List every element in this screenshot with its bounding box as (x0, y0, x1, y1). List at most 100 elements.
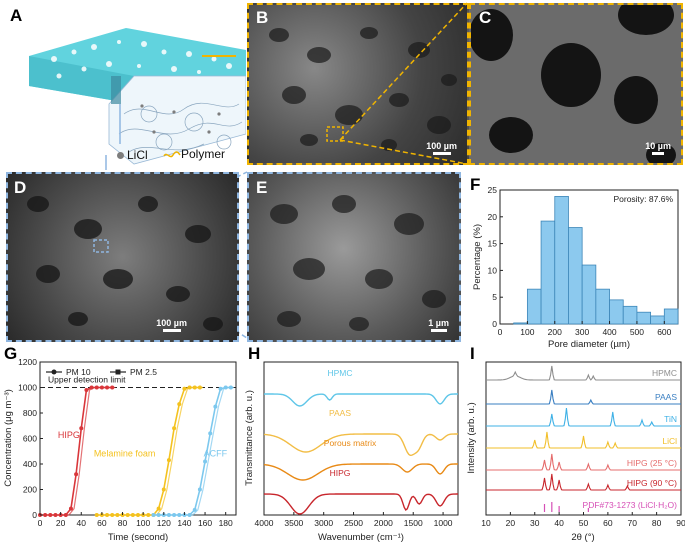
data-point (125, 513, 130, 517)
histogram-bar (650, 315, 665, 325)
scale-bar-c: 10 µm (645, 141, 671, 155)
scale-bar-e: 1 µm (428, 318, 449, 332)
data-point (130, 513, 135, 517)
data-point (177, 402, 182, 407)
x-tick-label: 0 (498, 327, 503, 337)
data-point (192, 385, 197, 390)
y-axis-label: Concentration (μg m⁻³) (3, 389, 14, 487)
histogram-bar (609, 299, 624, 325)
spectrum-label: Porous matrix (324, 438, 377, 448)
data-point (105, 385, 110, 390)
porosity-annotation: Porosity: 87.6% (613, 194, 673, 204)
x-tick-label: 40 (77, 518, 87, 528)
x-axis-label: Time (second) (108, 532, 168, 543)
data-point (187, 513, 192, 517)
xrd-pattern-line (486, 407, 681, 427)
data-point (74, 472, 79, 477)
x-tick-label: 60 (603, 518, 613, 528)
x-tick-label: 40 (554, 518, 564, 528)
legend-marker-square (115, 369, 121, 375)
y-tick-label: 20 (488, 212, 498, 222)
pattern-label: LiCl (662, 436, 677, 446)
x-tick-label: 500 (630, 327, 644, 337)
pattern-label: HPMC (652, 368, 677, 378)
histogram-bar (540, 220, 556, 325)
y-tick-label: 0 (492, 319, 497, 329)
pattern-label: TiN (664, 414, 677, 424)
y-tick-label: 800 (23, 408, 37, 418)
y-tick-label: 10 (488, 265, 498, 275)
spectrum-line (263, 433, 459, 457)
x-tick-label: 20 (56, 518, 66, 528)
data-point (166, 458, 171, 463)
spectrum-line (263, 393, 459, 407)
data-point (94, 513, 99, 517)
data-point (89, 385, 94, 390)
legend-polymer: Polymer (163, 147, 225, 161)
data-point (208, 431, 213, 436)
histogram-bar (526, 288, 542, 325)
pattern-label: HIPG (90 °C) (627, 478, 677, 488)
y-tick-label: 200 (23, 485, 37, 495)
histogram-bar (636, 311, 652, 325)
x-axis-label: Pore diameter (µm) (548, 339, 630, 350)
hydrogel-schematic (29, 28, 246, 165)
sem-image-c: C 10 µm (469, 3, 683, 165)
histogram-bar (663, 308, 679, 325)
data-point (99, 385, 104, 390)
data-point (63, 513, 68, 517)
y-axis-label: Transmittance (arb. u.) (244, 390, 255, 486)
legend-label: PM 2.5 (130, 367, 157, 377)
data-point (166, 513, 171, 517)
x-tick-label: 20 (506, 518, 516, 528)
data-point (146, 513, 151, 517)
sem-image-b: B 100 µm (247, 3, 469, 165)
panel-c-label: C (479, 8, 492, 27)
x-tick-label: 90 (676, 518, 685, 528)
histogram-bar (581, 264, 597, 325)
x-tick-label: 80 (118, 518, 128, 528)
upper-limit-label: Upper detection limit (48, 375, 126, 385)
x-tick-label: 400 (602, 327, 616, 337)
data-point (94, 385, 99, 390)
y-tick-label: 600 (23, 434, 37, 444)
data-point (228, 385, 233, 390)
panel-e-label: E (256, 178, 268, 197)
panel-g-label: G (4, 344, 18, 363)
data-point (187, 385, 192, 390)
data-point (84, 388, 89, 393)
xrd-pattern-line (485, 365, 681, 381)
xrd-pattern-line (486, 453, 681, 471)
spectrum-label: HPMC (327, 368, 352, 378)
x-axis-label: Wavenumber (cm⁻¹) (318, 532, 404, 543)
data-point (68, 506, 73, 511)
x-tick-label: 1000 (434, 518, 453, 528)
scale-bar-b: 100 µm (426, 141, 457, 155)
x-tick-label: 3000 (314, 518, 333, 528)
series-label: ACFF (204, 448, 228, 458)
y-tick-label: 0 (32, 510, 37, 520)
legend-marker-circle (51, 369, 57, 375)
data-point (110, 385, 115, 390)
x-tick-label: 600 (657, 327, 671, 337)
y-axis-label: Intensity (arb. u.) (466, 402, 477, 473)
histogram-bar (554, 196, 569, 325)
pattern-label: HIPG (25 °C) (627, 458, 677, 468)
data-point (136, 513, 140, 517)
data-point (48, 513, 53, 517)
data-point (161, 487, 166, 492)
x-tick-label: 140 (177, 518, 191, 528)
data-point (203, 459, 208, 464)
data-point (213, 404, 218, 409)
panel-h-label: H (248, 344, 261, 363)
histogram-bar (622, 305, 638, 325)
x-tick-label: 3500 (284, 518, 303, 528)
x-tick-label: 0 (38, 518, 43, 528)
x-tick-label: 30 (530, 518, 540, 528)
xrd-pattern-line (486, 473, 681, 491)
x-tick-label: 200 (548, 327, 562, 337)
x-tick-label: 60 (97, 518, 107, 528)
x-tick-label: 300 (575, 327, 589, 337)
plot-frame (263, 361, 459, 516)
x-tick-label: 100 (136, 518, 150, 528)
